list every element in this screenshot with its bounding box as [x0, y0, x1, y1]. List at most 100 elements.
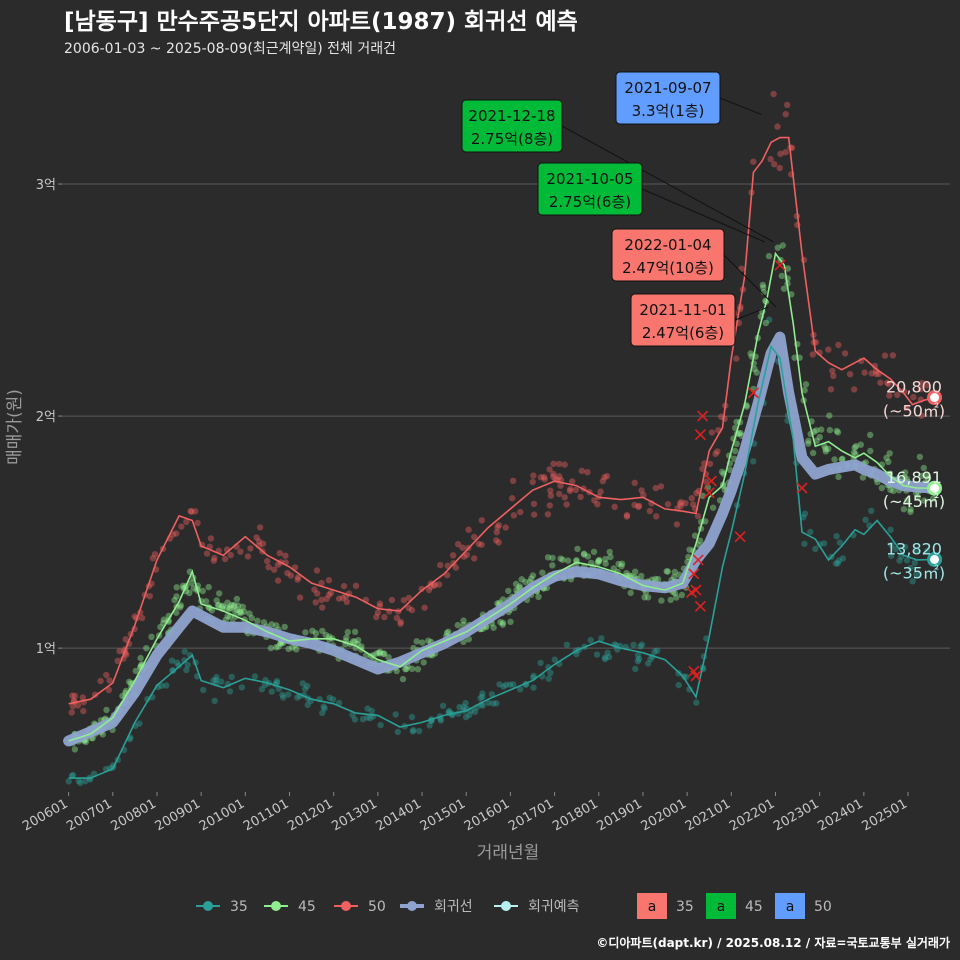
scatter-point-35	[862, 516, 869, 523]
scatter-point-45	[831, 456, 838, 463]
scatter-point-50	[547, 487, 554, 494]
scatter-point-50	[69, 703, 77, 710]
scatter-point-35	[462, 713, 470, 721]
scatter-point-50	[541, 476, 548, 483]
scatter-point-45	[644, 594, 652, 601]
scatter-point-35	[268, 688, 275, 695]
scatter-point-50	[343, 598, 350, 605]
scatter-point-35	[604, 649, 611, 656]
scatter-point-35	[563, 641, 571, 648]
scatter-point-45	[499, 621, 506, 628]
scatter-point-50	[207, 535, 215, 542]
scatter-point-45	[839, 455, 846, 462]
scatter-point-50	[676, 500, 684, 507]
scatter-point-45	[160, 616, 168, 623]
scatter-point-50	[631, 479, 638, 486]
scatter-point-50	[311, 586, 318, 593]
scatter-point-35	[634, 652, 642, 659]
legend-box-45	[706, 893, 736, 919]
scatter-point-45	[377, 648, 384, 655]
scatter-point-35	[280, 694, 287, 701]
scatter-point-50	[544, 511, 552, 518]
scatter-point-35	[77, 779, 84, 787]
scatter-point-50	[635, 502, 643, 509]
scatter-point-45	[413, 638, 420, 645]
callout-leader	[641, 188, 766, 243]
scatter-point-50	[151, 551, 159, 558]
scatter-point-45	[826, 426, 834, 434]
scatter-point-45	[878, 484, 886, 492]
scatter-point-45	[557, 555, 564, 562]
scatter-point-35	[601, 655, 609, 663]
scatter-point-45	[907, 508, 914, 516]
cancelled-deal-mark	[747, 387, 759, 399]
scatter-point-50	[910, 393, 917, 401]
scatter-point-45	[254, 617, 261, 624]
scatter-point-35	[812, 545, 819, 553]
scatter-point-45	[544, 554, 552, 561]
scatter-point-50	[265, 564, 272, 571]
scatter-point-35	[456, 703, 463, 711]
cancelled-deal-mark	[796, 482, 808, 494]
scatter-point-35	[750, 458, 757, 465]
scatter-point-45	[350, 638, 357, 645]
scatter-point-45	[857, 441, 864, 448]
x-tick-label: 200701	[64, 796, 114, 834]
scatter-point-35	[351, 716, 359, 723]
scatter-point-35	[251, 673, 259, 680]
end-marker-35	[927, 551, 943, 567]
legend-label: 회귀예측	[528, 899, 580, 915]
scatter-point-50	[718, 413, 725, 420]
scatter-point-45	[241, 608, 248, 615]
scatter-point-45	[590, 548, 598, 555]
scatter-point-50	[221, 555, 229, 563]
scatter-point-50	[146, 593, 153, 600]
scatter-point-35	[833, 533, 840, 540]
scatter-point-35	[637, 643, 644, 650]
scatter-point-45	[652, 575, 659, 583]
scatter-point-50	[203, 550, 211, 557]
cancelled-deal-mark	[734, 531, 746, 543]
scatter-point-35	[364, 705, 371, 712]
scatter-point-45	[924, 472, 931, 479]
scatter-point-45	[867, 447, 874, 455]
scatter-point-45	[686, 546, 693, 553]
scatter-point-35	[319, 709, 326, 717]
scatter-point-50	[493, 529, 500, 536]
scatter-point-45	[157, 623, 164, 631]
scatter-point-45	[822, 448, 829, 455]
scatter-point-45	[226, 605, 233, 613]
scatter-point-50	[405, 594, 413, 602]
scatter-point-35	[212, 676, 220, 684]
scatter-point-50	[493, 537, 500, 544]
cancelled-deal-mark	[688, 568, 700, 580]
scatter-point-45	[574, 545, 581, 553]
scatter-point-50	[841, 350, 849, 357]
scatter-point-35	[82, 778, 89, 785]
scatter-point-35	[907, 564, 914, 572]
scatter-point-45	[667, 596, 674, 604]
scatter-point-35	[587, 636, 594, 644]
scatter-point-45	[237, 610, 244, 617]
scatter-point-45	[71, 746, 79, 753]
scatter-point-50	[846, 371, 854, 378]
scatter-point-50	[509, 477, 517, 484]
scatter-point-45	[834, 429, 842, 436]
scatter-point-50	[116, 648, 123, 655]
scatter-point-45	[199, 587, 206, 595]
scatter-point-45	[522, 578, 529, 586]
scatter-point-35	[634, 658, 642, 665]
x-tick-label: 201101	[241, 796, 291, 834]
x-tick-label: 201801	[550, 796, 600, 834]
scatter-point-50	[555, 460, 563, 468]
scatter-point-50	[295, 574, 302, 581]
scatter-point-45	[267, 644, 275, 652]
legend-box-50	[775, 893, 805, 919]
scatter-point-45	[818, 426, 825, 433]
scatter-point-50	[771, 161, 778, 168]
scatter-point-50	[708, 429, 716, 436]
scatter-point-45	[691, 532, 699, 539]
scatter-point-50	[397, 618, 404, 626]
x-tick-label: 202501	[860, 796, 910, 834]
x-tick-label: 201201	[285, 796, 335, 834]
